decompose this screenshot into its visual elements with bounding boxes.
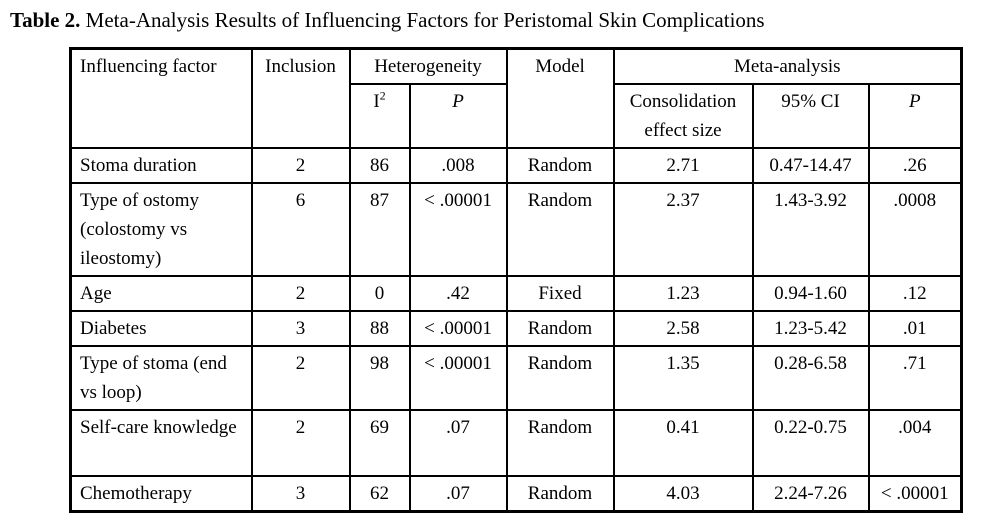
cell-ci: 0.94-1.60 [751, 275, 870, 312]
cell-inclusion: 3 [250, 475, 351, 513]
cell-ci: 2.24-7.26 [751, 475, 870, 513]
cell-ci: 1.23-5.42 [751, 310, 870, 347]
cell-i2: 62 [348, 475, 411, 513]
cell-ci: 0.47-14.47 [751, 147, 870, 184]
cell-p: .12 [867, 275, 963, 312]
cell-inclusion: 2 [250, 409, 351, 477]
cell-p: < .00001 [867, 475, 963, 513]
cell-factor: Type of ostomy (colostomy vs ileostomy) [69, 182, 253, 277]
i2-superscript: 2 [379, 89, 386, 103]
cell-model: Random [505, 310, 615, 347]
col-header-i2: I2 [348, 83, 411, 149]
header-row-2: I2 P Consolidation effect size 95% CI P [71, 83, 963, 149]
cell-i2: 0 [348, 275, 411, 312]
cell-het-p: < .00001 [408, 345, 508, 411]
cell-factor: Type of stoma (end vs loop) [69, 345, 253, 411]
cell-i2: 69 [348, 409, 411, 477]
cell-effect-size: 4.03 [612, 475, 754, 513]
cell-factor: Age [69, 275, 253, 312]
cell-factor: Chemotherapy [69, 475, 253, 513]
cell-p: .004 [867, 409, 963, 477]
cell-het-p: < .00001 [408, 182, 508, 277]
table-row: Type of stoma (end vs loop) 2 98 < .0000… [69, 345, 963, 411]
cell-het-p: .008 [408, 147, 508, 184]
table-body: Stoma duration 2 86 .008 Random 2.71 0.4… [69, 147, 963, 513]
cell-ci: 0.22-0.75 [751, 409, 870, 477]
cell-effect-size: 2.71 [612, 147, 754, 184]
meta-analysis-table: Influencing factor Inclusion Heterogenei… [69, 47, 964, 513]
cell-effect-size: 1.23 [612, 275, 754, 312]
table-row: Diabetes 3 88 < .00001 Random 2.58 1.23-… [69, 310, 963, 347]
col-header-ci: 95% CI [751, 83, 870, 149]
table-row: Chemotherapy 3 62 .07 Random 4.03 2.24-7… [69, 475, 963, 513]
table-row: Stoma duration 2 86 .008 Random 2.71 0.4… [69, 147, 963, 184]
cell-i2: 87 [348, 182, 411, 277]
cell-factor: Diabetes [69, 310, 253, 347]
page-title: Table 2. Meta-Analysis Results of Influe… [10, 8, 765, 33]
cell-p: .26 [867, 147, 963, 184]
cell-inclusion: 3 [250, 310, 351, 347]
col-header-inclusion: Inclusion [250, 47, 351, 149]
col-header-meta-analysis: Meta-analysis [612, 47, 963, 85]
cell-i2: 86 [348, 147, 411, 184]
i2-label: I [373, 91, 380, 112]
table-number-label: Table 2. [10, 8, 81, 32]
col-header-heterogeneity-p: P [408, 83, 508, 149]
cell-p: .0008 [867, 182, 963, 277]
cell-inclusion: 2 [250, 345, 351, 411]
col-header-influencing-factor: Influencing factor [69, 47, 253, 149]
col-header-effect-size: Consolidation effect size [612, 83, 754, 149]
cell-effect-size: 2.58 [612, 310, 754, 347]
cell-model: Random [505, 409, 615, 477]
cell-effect-size: 0.41 [612, 409, 754, 477]
cell-factor: Self-care knowledge [69, 409, 253, 477]
cell-het-p: .07 [408, 475, 508, 513]
cell-p: .01 [867, 310, 963, 347]
cell-factor: Stoma duration [69, 147, 253, 184]
cell-p: .71 [867, 345, 963, 411]
table-row: Age 2 0 .42 Fixed 1.23 0.94-1.60 .12 [69, 275, 963, 312]
cell-model: Random [505, 345, 615, 411]
cell-i2: 98 [348, 345, 411, 411]
table-row: Type of ostomy (colostomy vs ileostomy) … [69, 182, 963, 277]
table-header: Influencing factor Inclusion Heterogenei… [69, 47, 963, 149]
col-header-meta-p: P [867, 83, 963, 149]
cell-ci: 0.28-6.58 [751, 345, 870, 411]
cell-inclusion: 6 [250, 182, 351, 277]
cell-ci: 1.43-3.92 [751, 182, 870, 277]
cell-model: Random [505, 182, 615, 277]
cell-effect-size: 1.35 [612, 345, 754, 411]
table-title-text: Meta-Analysis Results of Influencing Fac… [80, 8, 765, 32]
table-row: Self-care knowledge 2 69 .07 Random 0.41… [69, 409, 963, 477]
cell-inclusion: 2 [250, 275, 351, 312]
cell-het-p: .07 [408, 409, 508, 477]
cell-model: Fixed [505, 275, 615, 312]
col-header-model: Model [505, 47, 615, 149]
cell-effect-size: 2.37 [612, 182, 754, 277]
cell-model: Random [505, 147, 615, 184]
cell-het-p: .42 [408, 275, 508, 312]
cell-i2: 88 [348, 310, 411, 347]
col-header-heterogeneity: Heterogeneity [348, 47, 508, 85]
cell-model: Random [505, 475, 615, 513]
cell-het-p: < .00001 [408, 310, 508, 347]
header-row-1: Influencing factor Inclusion Heterogenei… [69, 47, 963, 149]
cell-inclusion: 2 [250, 147, 351, 184]
